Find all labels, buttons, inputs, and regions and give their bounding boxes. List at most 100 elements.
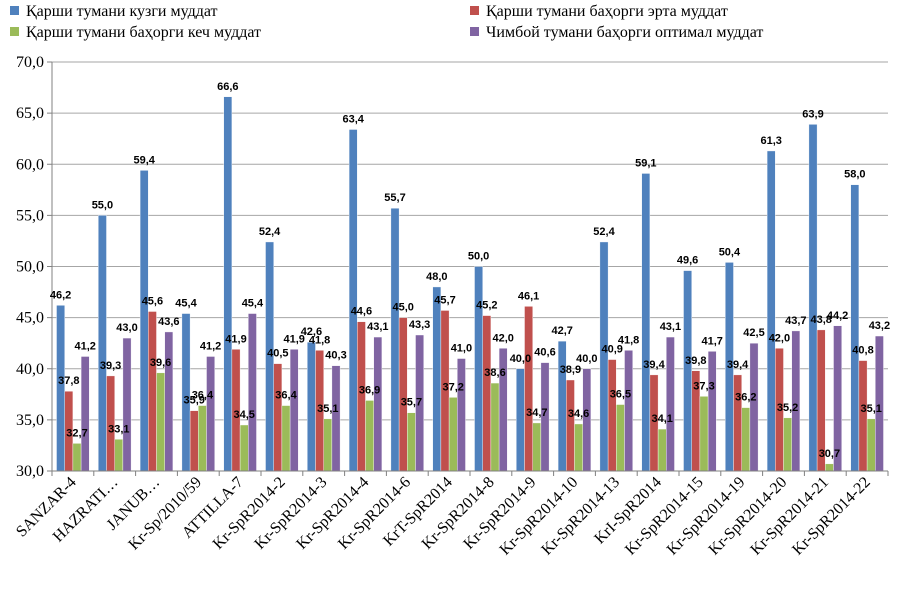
data-label: 49,6	[677, 255, 698, 267]
bar	[181, 313, 191, 472]
x-tick-label: Kr-SpR2014-8	[419, 474, 498, 553]
bar	[457, 358, 466, 472]
data-label: 41,8	[618, 334, 639, 346]
legend-entry: Қарши тумани кузги муддат	[26, 3, 218, 20]
bar	[139, 170, 149, 472]
bar	[516, 368, 525, 472]
x-tick-label: Kr-SpR2014-6	[335, 474, 414, 553]
data-label: 45,2	[476, 300, 497, 312]
data-label: 42,0	[769, 332, 790, 344]
data-label: 32,7	[66, 427, 87, 439]
bar	[858, 360, 868, 472]
legend-entry: Қарши тумани баҳорги эрта муддат	[486, 3, 728, 20]
bar	[783, 417, 792, 472]
data-label: 34,5	[233, 409, 254, 421]
data-label: 43,0	[116, 322, 137, 334]
legend: Қарши тумани кузги муддат Қарши тумани ба…	[10, 3, 763, 41]
data-label: 40,0	[576, 353, 597, 365]
y-tick-label: 55,0	[16, 207, 44, 224]
bar	[741, 407, 751, 472]
bar	[448, 397, 458, 472]
data-label: 52,4	[593, 226, 615, 238]
bar	[666, 336, 675, 472]
bar	[390, 208, 400, 472]
bar	[699, 396, 709, 472]
data-label: 45,6	[142, 295, 163, 307]
bar	[273, 363, 283, 472]
data-label: 37,8	[58, 375, 79, 387]
y-tick-label: 35,0	[16, 412, 44, 429]
data-label: 42,6	[301, 326, 322, 338]
data-label: 43,3	[409, 319, 430, 331]
bar	[866, 418, 876, 472]
data-label: 48,0	[426, 271, 447, 283]
legend-swatch	[10, 6, 19, 15]
y-axis: 30,0 35,0 40,0 45,0 50,0 55,0 60,0 65,0 70,0	[16, 54, 53, 480]
data-label: 63,9	[802, 108, 823, 120]
bar	[72, 443, 82, 472]
bar	[825, 463, 834, 472]
data-label: 38,6	[484, 367, 505, 379]
bar	[365, 400, 374, 472]
bar	[373, 336, 383, 472]
data-label: 59,4	[133, 154, 155, 166]
bar	[122, 337, 132, 472]
y-tick-label: 70,0	[16, 54, 44, 71]
bar	[733, 374, 742, 472]
data-label: 45,0	[392, 302, 413, 314]
bar	[524, 306, 533, 472]
data-label: 37,3	[693, 380, 714, 392]
x-tick-label: Kr-SpR2014-4	[293, 474, 372, 553]
bar	[607, 359, 617, 472]
bar	[80, 356, 90, 472]
data-label: 43,7	[785, 315, 806, 327]
bar	[348, 129, 358, 472]
bar	[189, 410, 199, 472]
data-label: 38,9	[560, 364, 581, 376]
data-label: 41,7	[701, 335, 722, 347]
x-tick-label: Kr-Sp/2010/59	[125, 474, 205, 554]
data-label: 40,9	[601, 344, 622, 356]
bar	[432, 286, 442, 472]
data-label: 43,2	[869, 320, 890, 332]
data-label: 66,6	[217, 81, 238, 93]
data-label: 42,5	[743, 327, 764, 339]
data-label: 45,7	[434, 294, 455, 306]
bar	[657, 428, 667, 472]
bar	[574, 423, 583, 472]
data-label: 41,9	[283, 333, 304, 345]
data-label: 35,2	[777, 402, 798, 414]
data-label: 35,9	[183, 395, 204, 407]
data-label: 59,1	[635, 157, 656, 169]
data-label: 43,1	[367, 321, 388, 333]
data-label: 39,8	[685, 355, 706, 367]
bar	[156, 372, 165, 472]
bar	[307, 341, 316, 472]
data-label: 61,3	[760, 135, 781, 147]
x-tick-label: Kr-SpR2014-2	[210, 474, 289, 553]
bar	[289, 349, 299, 472]
legend-entry: Чимбой тумани баҳорги оптимал муддат	[486, 24, 763, 41]
data-label: 39,6	[150, 357, 171, 369]
data-label: 41,8	[309, 334, 330, 346]
legend-entry: Қарши тумани баҳорги кеч муддат	[26, 24, 261, 41]
x-axis: SANZAR-4HAZRATI…JANUB…Kr-Sp/2010/59ATTIL…	[13, 470, 889, 559]
data-label: 40,5	[267, 348, 288, 360]
data-label: 39,4	[643, 359, 665, 371]
y-tick-label: 40,0	[16, 361, 44, 378]
bar	[474, 266, 483, 472]
bar	[56, 305, 65, 472]
bar	[557, 340, 567, 472]
bar	[248, 313, 257, 472]
bars	[56, 96, 884, 472]
data-label: 50,0	[468, 251, 489, 263]
bar	[223, 96, 233, 472]
data-label: 45,4	[175, 298, 197, 310]
bar	[331, 365, 341, 472]
data-label: 36,9	[359, 384, 380, 396]
data-label: 43,1	[660, 321, 681, 333]
y-tick-label: 60,0	[16, 156, 44, 173]
legend-swatch	[470, 27, 479, 36]
bar	[198, 405, 207, 472]
